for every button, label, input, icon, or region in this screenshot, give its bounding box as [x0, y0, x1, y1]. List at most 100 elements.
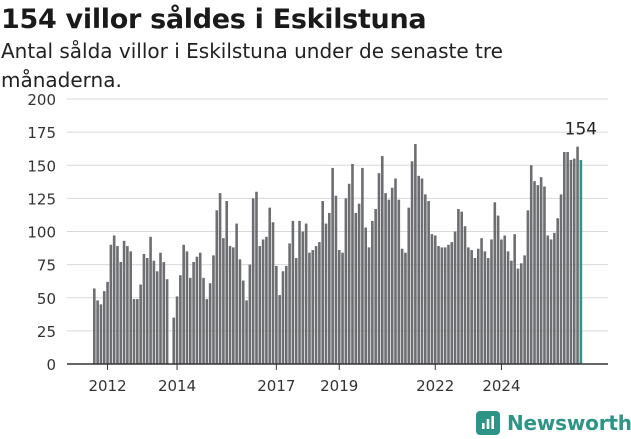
bar [314, 246, 318, 364]
bar [579, 159, 583, 364]
bar [112, 235, 116, 364]
bar [559, 194, 563, 364]
y-tick-label: 175 [27, 124, 56, 142]
bar [179, 275, 182, 364]
bar [407, 207, 411, 364]
bar [159, 252, 162, 364]
bar [354, 212, 358, 364]
bar [576, 146, 579, 364]
x-tick-label: 2017 [257, 377, 295, 395]
bar [195, 256, 199, 364]
bar [268, 207, 272, 364]
bar [526, 210, 530, 364]
bar [424, 194, 427, 364]
bar [506, 251, 510, 364]
bar [344, 198, 348, 364]
bar [443, 247, 447, 364]
bar [218, 193, 222, 364]
bar [523, 255, 526, 364]
bar [460, 211, 464, 364]
y-tick-label: 50 [37, 290, 56, 308]
bar [546, 235, 550, 364]
bar [324, 223, 328, 364]
bar [453, 231, 457, 364]
bar [503, 235, 507, 364]
bar [145, 258, 149, 364]
bar [304, 223, 308, 364]
bar [486, 258, 490, 364]
bar [536, 185, 540, 364]
bar [563, 152, 566, 364]
bar [397, 199, 401, 364]
bar [496, 215, 500, 364]
bar [142, 254, 146, 364]
bar [232, 247, 235, 364]
bar [165, 279, 169, 364]
bar [519, 263, 523, 364]
bar [457, 208, 460, 364]
bar [384, 193, 387, 364]
bar [539, 177, 543, 364]
bar [182, 244, 185, 364]
bar [281, 271, 285, 364]
bar [136, 299, 139, 364]
bar [404, 252, 407, 364]
bar [93, 288, 96, 364]
chart-subtitle: Antal sålda villor i Eskilstuna under de… [1, 39, 503, 92]
bar [129, 251, 133, 364]
bar [374, 208, 377, 364]
y-tick-label: 75 [37, 257, 56, 275]
bar [298, 220, 301, 364]
bar [510, 260, 513, 364]
bar [470, 250, 473, 364]
bar [275, 265, 278, 364]
bar [102, 291, 106, 364]
bar [347, 183, 351, 364]
bar [198, 252, 202, 364]
bar [394, 178, 397, 364]
bar [450, 242, 454, 364]
bar [175, 296, 179, 364]
bar [420, 178, 424, 364]
bar [202, 277, 205, 364]
bar [192, 261, 195, 364]
bar [208, 283, 212, 364]
x-tick-label: 2022 [416, 377, 454, 395]
bar [543, 186, 546, 364]
bar [390, 187, 394, 364]
bar [483, 251, 487, 364]
y-tick-label: 150 [27, 157, 56, 175]
bar [549, 239, 553, 364]
bar [139, 284, 142, 364]
y-tick-label: 200 [27, 91, 56, 109]
bar [334, 195, 338, 364]
bar [294, 258, 298, 364]
x-tick-label: 2012 [88, 377, 126, 395]
bar [480, 238, 483, 364]
bar [251, 198, 255, 364]
bar [225, 201, 228, 364]
bar [380, 155, 384, 364]
bar [235, 223, 238, 364]
bar [122, 240, 126, 364]
bar [152, 260, 156, 364]
bar [188, 277, 192, 364]
bar [321, 201, 324, 364]
bar-chart-logo-icon [476, 411, 500, 435]
bar [569, 159, 573, 364]
bar [556, 218, 559, 364]
bar [400, 248, 404, 364]
bar [241, 280, 245, 364]
bar [109, 244, 113, 364]
bar [331, 167, 334, 364]
bar [132, 299, 136, 364]
bar [364, 227, 368, 364]
bar [529, 165, 533, 364]
bar [328, 212, 331, 364]
bar [258, 246, 262, 364]
bar [212, 255, 215, 364]
brand-name: Newsworthy [507, 411, 631, 435]
bar [437, 246, 440, 364]
bar [215, 210, 219, 364]
bar [463, 226, 467, 364]
